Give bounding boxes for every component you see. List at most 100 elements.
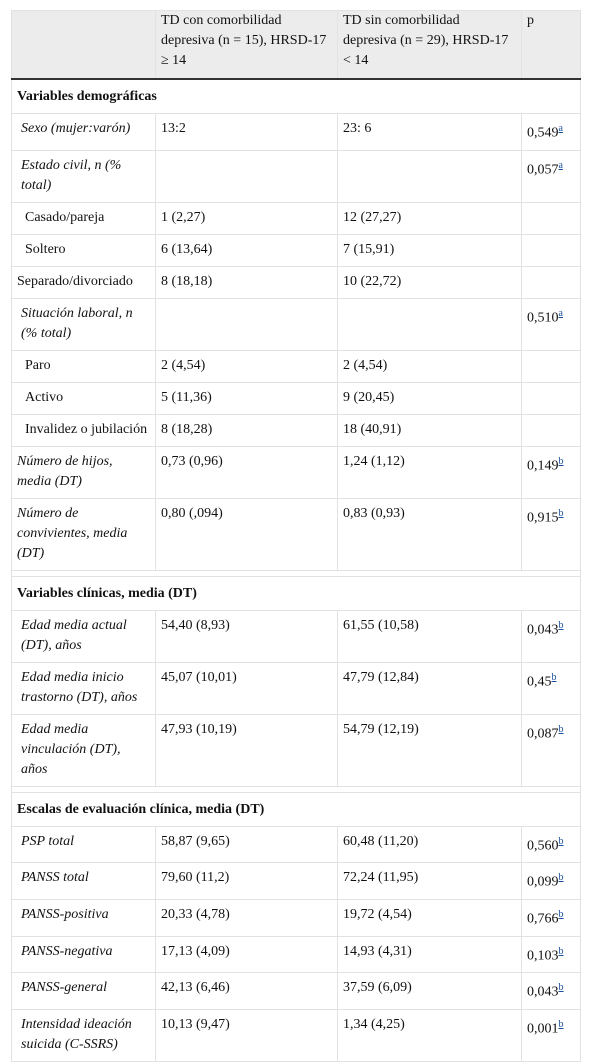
label-text: Número de hijos, media (DT) <box>17 453 113 489</box>
p-cell: 0,149b <box>521 445 581 499</box>
value-cell: 54,79 (12,19) <box>337 713 522 787</box>
table-body: Variables demográficas Sexo (mujer:varón)… <box>11 78 581 1062</box>
footnote-link[interactable]: a <box>558 123 563 134</box>
data-row: PANSS-positiva 20,33 (4,78) 19,72 (4,54) 0,… <box>11 898 581 937</box>
value-cell: 1,24 (1,12) <box>337 445 522 499</box>
row-label: Edad media vinculación (DT), años <box>11 713 156 787</box>
header-cell: p <box>521 10 581 80</box>
p-cell <box>521 349 581 383</box>
footnote-link[interactable]: b <box>558 455 564 467</box>
value-cell: 2 (4,54) <box>155 349 338 383</box>
value-cell: 23: 6 <box>337 113 522 151</box>
row-label: PANSS total <box>11 862 156 900</box>
row-label: Edad media inicio trastorno (DT), años <box>11 661 156 715</box>
value-cell <box>337 149 522 203</box>
footnote-link[interactable]: b <box>558 507 564 519</box>
value-text: 0,83 (0,93) <box>343 505 405 521</box>
footnote-link[interactable]: b <box>558 1018 564 1030</box>
data-row: PANSS total 79,60 (11,2) 72,24 (11,95) 0,09… <box>11 862 581 900</box>
value-cell: 18 (40,91) <box>337 413 522 447</box>
value-cell: 20,33 (4,78) <box>155 898 338 937</box>
value-cell: 17,13 (4,09) <box>155 935 338 974</box>
p-value: 0,510 <box>527 310 559 326</box>
data-row: Invalidez o jubilación 8 (18,28) 18 (40,91… <box>11 413 581 447</box>
p-value: 0,149 <box>527 458 559 474</box>
row-label: PANSS-general <box>11 972 156 1010</box>
section-row: Variables clínicas, media (DT) <box>11 575 581 611</box>
value-text: 0,80 (,094) <box>161 505 223 521</box>
label-text: Paro <box>25 357 51 373</box>
footnote-link[interactable]: b <box>558 619 564 631</box>
value-text: 45,07 (10,01) <box>161 669 237 685</box>
row-label: Separado/divorciado <box>11 265 156 299</box>
value-text: 10 (22,72) <box>343 273 402 289</box>
row-label: Situación laboral, n (% total) <box>11 297 156 351</box>
label-text: Edad media vinculación (DT), años <box>21 721 121 777</box>
data-row: Intensidad ideación suicida (C-SSRS) 10,1… <box>11 1008 581 1062</box>
value-cell <box>337 297 522 351</box>
value-text: 60,48 (11,20) <box>343 833 419 849</box>
header-cell: TD con comorbilidad depresiva (n = 15), … <box>155 10 338 80</box>
value-text: 47,93 (10,19) <box>161 721 237 737</box>
row-label: Sexo (mujer:varón) <box>11 113 156 151</box>
value-cell: 6 (13,64) <box>155 233 338 267</box>
value-text: 58,87 (9,65) <box>161 833 230 849</box>
p-value: 0,057 <box>527 162 559 178</box>
row-label: Soltero <box>11 233 156 267</box>
value-cell: 0,73 (0,96) <box>155 445 338 499</box>
footnote-link[interactable]: b <box>558 982 564 994</box>
value-text: 7 (15,91) <box>343 241 395 257</box>
row-label: Activo <box>11 381 156 415</box>
footnote-link[interactable]: a <box>558 307 563 319</box>
value-text: 19,72 (4,54) <box>343 906 412 922</box>
header-row: TD con comorbilidad depresiva (n = 15), … <box>11 10 581 80</box>
footnote-link[interactable]: b <box>558 872 564 884</box>
value-cell: 8 (18,28) <box>155 413 338 447</box>
data-row: Edad media actual (DT), años 54,40 (8,93)… <box>11 609 581 663</box>
section-title: Variables clínicas, media (DT) <box>11 575 581 611</box>
data-table: TD con comorbilidad depresiva (n = 15), … <box>11 10 581 1062</box>
p-value: 0,043 <box>527 622 559 638</box>
value-text: 23: 6 <box>343 121 372 136</box>
label-text: Estado civil, n (% total) <box>21 157 122 193</box>
data-row: Edad media inicio trastorno (DT), años 45… <box>11 661 581 715</box>
p-cell: 0,043b <box>521 972 581 1010</box>
row-label: PANSS-negativa <box>11 935 156 974</box>
data-row: Estado civil, n (% total) 0,057a <box>11 149 581 203</box>
value-cell: 10,13 (9,47) <box>155 1008 338 1062</box>
footnote-link[interactable]: b <box>558 723 564 735</box>
value-text: 13:2 <box>161 121 186 136</box>
p-cell: 0,087b <box>521 713 581 787</box>
data-row: PSP total 58,87 (9,65) 60,48 (11,20) 0,560b <box>11 825 581 864</box>
footnote-link[interactable]: b <box>558 835 564 847</box>
value-cell: 54,40 (8,93) <box>155 609 338 663</box>
p-value: 0,549 <box>527 125 559 141</box>
value-text: 5 (11,36) <box>161 389 212 405</box>
value-text: 42,13 (6,46) <box>161 980 230 996</box>
section-title: Escalas de evaluación clínica, media (DT… <box>11 791 581 827</box>
row-label: Intensidad ideación suicida (C-SSRS) <box>11 1008 156 1062</box>
p-cell <box>521 381 581 415</box>
value-text: 2 (4,54) <box>161 357 206 373</box>
data-row: Activo 5 (11,36) 9 (20,45) <box>11 381 581 415</box>
footnote-link[interactable]: a <box>558 159 563 171</box>
p-value: 0,001 <box>527 1021 559 1037</box>
footnote-link[interactable]: b <box>558 908 564 920</box>
label-text: Situación laboral, n (% total) <box>21 305 133 341</box>
value-cell: 0,80 (,094) <box>155 497 338 571</box>
data-row: Soltero 6 (13,64) 7 (15,91) <box>11 233 581 267</box>
value-cell: 2 (4,54) <box>337 349 522 383</box>
p-cell: 0,001b <box>521 1008 581 1062</box>
value-cell: 79,60 (11,2) <box>155 862 338 900</box>
value-text: 1,34 (4,25) <box>343 1016 405 1032</box>
value-text: 8 (18,18) <box>161 273 213 289</box>
value-text: 47,79 (12,84) <box>343 669 419 685</box>
footnote-link[interactable]: b <box>551 671 557 683</box>
label-text: Soltero <box>25 241 66 257</box>
data-row: Situación laboral, n (% total) 0,510a <box>11 297 581 351</box>
p-cell: 0,549a <box>521 113 581 151</box>
footnote-link[interactable]: b <box>558 945 564 957</box>
label-text: Edad media actual (DT), años <box>21 617 127 653</box>
row-label: Edad media actual (DT), años <box>11 609 156 663</box>
data-row: Sexo (mujer:varón) 13:2 23: 6 0,549a <box>11 113 581 151</box>
